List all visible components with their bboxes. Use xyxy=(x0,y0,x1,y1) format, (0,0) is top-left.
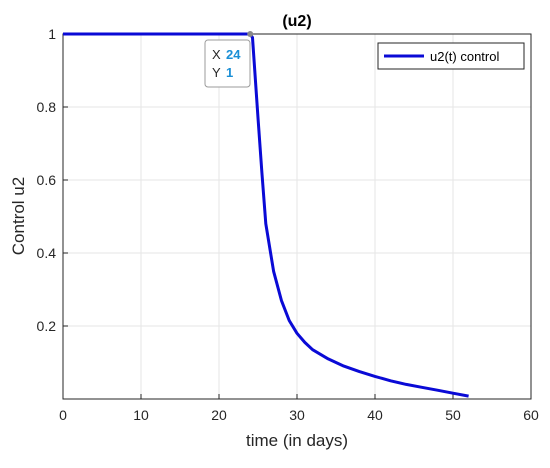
y-tick-label: 0.4 xyxy=(37,245,57,261)
x-tick-label: 10 xyxy=(133,407,149,423)
x-tick-label: 40 xyxy=(367,407,383,423)
y-tick-label: 0.8 xyxy=(37,99,57,115)
series-line-u2 xyxy=(63,32,469,398)
series xyxy=(63,32,469,398)
datatip-y-label: Y xyxy=(212,65,221,80)
x-tick-label: 20 xyxy=(211,407,227,423)
legend[interactable]: u2(t) control xyxy=(377,42,525,70)
x-tick-label: 60 xyxy=(523,407,539,423)
x-axis-label: time (in days) xyxy=(246,431,348,450)
datatip-marker xyxy=(247,31,254,37)
legend-label-text: u2(t) control xyxy=(430,49,499,64)
y-tick-label: 0.6 xyxy=(37,172,57,188)
x-tick-label: 30 xyxy=(289,407,305,423)
datatip-box xyxy=(204,39,251,88)
datatip[interactable]: X 24 Y 1 xyxy=(204,31,254,88)
datatip-y-value: 1 xyxy=(226,65,233,80)
y-tick-label: 1 xyxy=(48,26,56,42)
datatip-x-value: 24 xyxy=(226,47,241,62)
legend-label: u2(t) control xyxy=(430,49,499,64)
ticks: 0 10 20 30 40 50 60 0.2 0.4 0.6 0.8 1 xyxy=(37,26,539,423)
chart-title: (u2) xyxy=(282,13,311,30)
x-tick-label: 0 xyxy=(59,407,67,423)
x-tick-label: 50 xyxy=(445,407,461,423)
y-tick-label: 0.2 xyxy=(37,318,57,334)
grid xyxy=(62,33,532,399)
datatip-x-label: X xyxy=(212,47,221,62)
y-axis-label: Control u2 xyxy=(9,177,28,255)
